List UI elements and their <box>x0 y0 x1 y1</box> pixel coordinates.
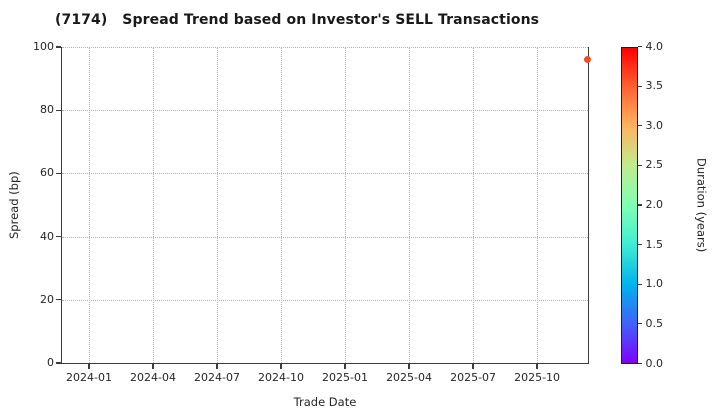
y-gridline <box>62 173 588 175</box>
colorbar-tick-label: 1.5 <box>645 237 664 251</box>
y-tick-mark <box>56 109 61 111</box>
y-tick-label: 0 <box>47 356 54 369</box>
x-tick-label: 2025-07 <box>450 371 497 384</box>
x-tick-mark <box>472 364 474 369</box>
y-tick-label: 80 <box>40 103 54 117</box>
colorbar-tick-mark <box>637 323 642 325</box>
x-tick-label: 2025-04 <box>386 371 433 384</box>
x-axis-label: Trade Date <box>293 395 357 409</box>
x-tick-label: 2024-04 <box>130 371 176 384</box>
colorbar-tick-label: 3.0 <box>645 118 664 132</box>
colorbar-tick-mark <box>637 362 642 365</box>
y-tick-mark <box>56 299 61 301</box>
y-tick-mark <box>56 236 61 238</box>
y-axis-label: Spread (bp) <box>7 171 21 239</box>
x-gridline <box>537 47 539 363</box>
x-tick-mark <box>152 364 154 369</box>
colorbar-tick-label: 2.5 <box>645 158 664 172</box>
bottom-spine <box>60 363 590 365</box>
colorbar-tick-label: 0.5 <box>645 316 664 330</box>
x-tick-mark <box>280 364 282 369</box>
x-tick-label: 2024-07 <box>194 371 240 384</box>
y-tick-label: 20 <box>40 292 54 306</box>
colorbar-tick-mark <box>637 85 642 87</box>
colorbar-tick-mark <box>637 164 642 166</box>
y-gridline <box>62 236 588 238</box>
y-tick-mark <box>56 172 61 174</box>
y-gridline <box>62 110 588 112</box>
x-tick-mark <box>216 364 218 369</box>
colorbar <box>620 46 638 364</box>
x-gridline <box>409 47 411 363</box>
colorbar-tick-label: 1.0 <box>645 277 664 291</box>
x-tick-label: 2024-01 <box>65 371 112 384</box>
colorbar-label: Duration (years) <box>694 157 709 253</box>
colorbar-tick-label: 0.0 <box>645 356 664 370</box>
colorbar-tick-mark <box>637 244 642 246</box>
colorbar-tick-mark <box>637 45 642 48</box>
y-tick-mark <box>56 362 61 364</box>
y-tick-mark <box>56 46 61 48</box>
x-tick-mark <box>536 364 538 369</box>
x-gridline <box>152 47 154 363</box>
x-tick-label: 2025-01 <box>322 371 369 384</box>
chart-title: (7174) Spread Trend based on Investor's … <box>55 12 540 28</box>
y-gridline <box>62 47 588 48</box>
x-gridline <box>473 47 475 363</box>
x-tick-mark <box>344 364 346 369</box>
y-tick-label: 100 <box>33 40 54 53</box>
right-spine <box>588 47 590 365</box>
plot-area <box>62 47 588 363</box>
colorbar-tick-label: 2.0 <box>645 198 664 211</box>
x-tick-label: 2025-10 <box>514 371 561 384</box>
data-point <box>583 56 591 64</box>
x-tick-mark <box>88 364 90 369</box>
colorbar-tick-mark <box>637 125 642 127</box>
colorbar-tick-label: 4.0 <box>645 39 664 53</box>
x-gridline <box>345 47 347 363</box>
x-gridline <box>281 47 283 363</box>
x-gridline <box>88 47 90 363</box>
colorbar-tick-mark <box>637 204 642 206</box>
y-gridline <box>62 299 588 301</box>
left-spine <box>60 47 62 365</box>
x-tick-label: 2024-10 <box>258 371 304 384</box>
colorbar-tick-label: 3.5 <box>645 79 664 93</box>
y-tick-label: 40 <box>40 229 54 243</box>
colorbar-tick-mark <box>637 283 642 285</box>
x-tick-mark <box>408 364 410 369</box>
y-tick-label: 60 <box>40 166 54 180</box>
x-gridline <box>217 47 218 363</box>
